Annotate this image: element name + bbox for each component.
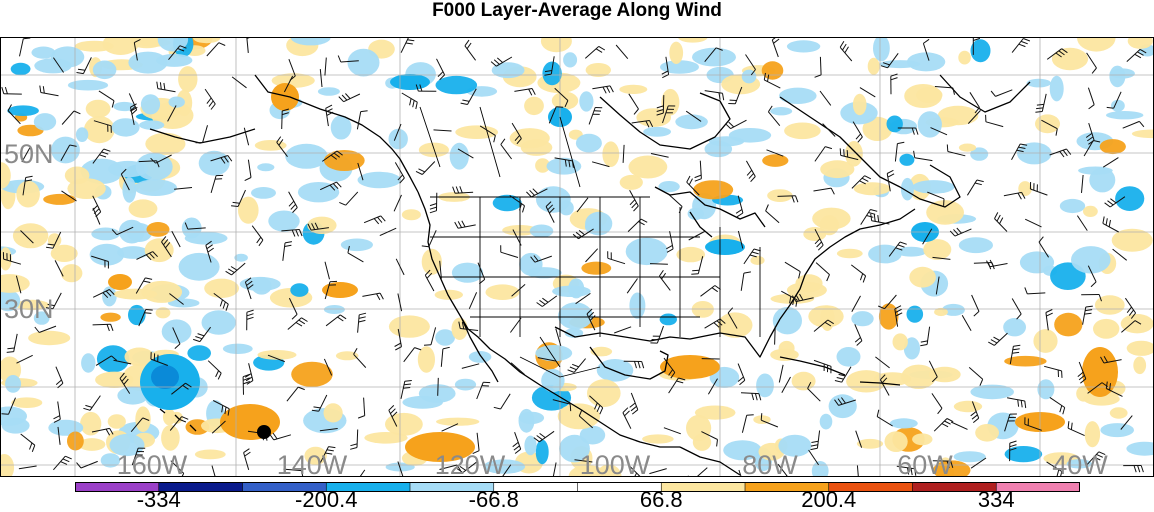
colorbar-label: -200.4 — [295, 488, 357, 511]
lon-label-40w: 40W — [1052, 450, 1108, 477]
location-marker — [257, 425, 271, 439]
colorbar-label: 200.4 — [801, 488, 856, 511]
lon-label-60w: 60W — [897, 450, 953, 477]
lon-label-160w: 160W — [117, 450, 188, 477]
lon-label-120w: 120W — [435, 450, 506, 477]
lon-label-140w: 140W — [277, 450, 348, 477]
colorbar-label: -66.8 — [469, 488, 519, 511]
lon-label-100w: 100W — [580, 450, 651, 477]
colorbar-label: 66.8 — [640, 488, 683, 511]
colorbar-label: -334 — [137, 488, 181, 511]
colorbar-labels: -334 -200.4 -66.8 66.8 200.4 334 — [0, 488, 1154, 511]
weather-map: 50N 30N 160W 140W 120W 100W 80W 60W 40W — [0, 37, 1154, 477]
lat-label-30n: 30N — [4, 294, 54, 324]
lat-label-50n: 50N — [4, 139, 54, 169]
colorbar-label: 334 — [978, 488, 1015, 511]
chart-title: F000 Layer-Average Along Wind — [0, 0, 1154, 24]
lon-label-80w: 80W — [742, 450, 798, 477]
